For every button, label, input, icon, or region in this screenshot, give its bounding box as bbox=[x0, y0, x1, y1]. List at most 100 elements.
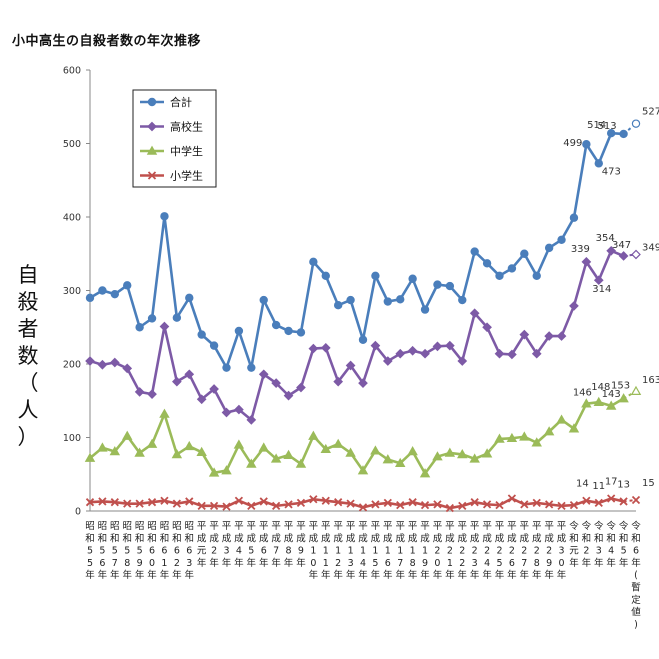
y-tick-label: 0 bbox=[75, 507, 81, 518]
data-point bbox=[358, 335, 368, 344]
x-tick-label: 平成 2 0 年 bbox=[433, 521, 443, 581]
data-point bbox=[109, 357, 120, 368]
data-label: 13 bbox=[617, 479, 630, 490]
legend-marker bbox=[147, 97, 157, 107]
x-tick-label: 昭和 6 1 年 bbox=[160, 521, 170, 581]
data-point bbox=[159, 321, 170, 332]
data-point bbox=[556, 331, 567, 341]
data-point bbox=[396, 295, 405, 304]
data-point bbox=[458, 295, 467, 305]
data-point bbox=[84, 452, 96, 462]
data-point bbox=[543, 426, 555, 436]
data-point bbox=[470, 498, 479, 507]
data-point bbox=[123, 281, 132, 290]
data-label: 514 bbox=[587, 120, 606, 131]
data-point bbox=[482, 259, 492, 268]
data-point bbox=[556, 414, 567, 424]
data-point bbox=[520, 249, 529, 258]
data-point bbox=[482, 322, 492, 333]
data-point bbox=[134, 447, 145, 457]
data-point bbox=[110, 498, 119, 507]
data-point bbox=[382, 454, 394, 464]
data-point bbox=[146, 438, 158, 448]
data-point bbox=[630, 385, 642, 395]
data-point bbox=[196, 394, 207, 405]
data-point bbox=[382, 356, 393, 366]
data-point bbox=[482, 500, 492, 509]
data-point bbox=[246, 415, 257, 425]
data-point bbox=[357, 465, 369, 475]
data-point bbox=[159, 408, 170, 418]
data-point bbox=[407, 446, 418, 456]
data-point bbox=[396, 500, 405, 510]
data-label: 499 bbox=[563, 138, 582, 149]
x-tick-label: 昭和 5 5 年 bbox=[85, 521, 95, 581]
x-tick-label: 平成 2 5 年 bbox=[495, 521, 505, 581]
data-point bbox=[470, 247, 479, 256]
data-point bbox=[234, 496, 244, 505]
data-point bbox=[346, 499, 355, 508]
data-point bbox=[185, 293, 194, 303]
data-point bbox=[593, 396, 605, 407]
data-point bbox=[519, 431, 530, 441]
data-point bbox=[507, 494, 517, 503]
data-label: 314 bbox=[592, 284, 611, 295]
data-point bbox=[97, 359, 108, 370]
data-point bbox=[507, 264, 517, 273]
x-tick-label: 平成 1 8 年 bbox=[408, 521, 418, 581]
data-point bbox=[631, 495, 641, 505]
x-tick-label: 平成 6 年 bbox=[259, 521, 269, 569]
data-point bbox=[184, 440, 195, 451]
y-tick-label: 100 bbox=[63, 433, 81, 444]
data-label: 354 bbox=[596, 233, 615, 244]
data-point bbox=[160, 496, 169, 505]
data-label: 143 bbox=[602, 389, 621, 400]
x-tick-label: 平成 3 年 bbox=[222, 521, 232, 569]
data-point bbox=[221, 407, 232, 418]
data-point bbox=[582, 140, 591, 149]
data-point bbox=[308, 343, 319, 354]
x-tick-label: 平成 1 0 年 bbox=[309, 521, 319, 581]
data-point bbox=[258, 442, 269, 452]
legend-label: 中学生 bbox=[170, 144, 203, 158]
y-axis-label-char: 人 bbox=[17, 398, 39, 422]
data-label: 17 bbox=[605, 477, 618, 488]
data-point bbox=[494, 433, 505, 443]
data-point bbox=[309, 495, 318, 504]
data-label: 473 bbox=[602, 166, 621, 177]
data-point bbox=[271, 378, 281, 388]
data-point bbox=[332, 438, 344, 448]
legend-marker bbox=[147, 171, 157, 180]
data-point bbox=[433, 500, 442, 509]
data-point bbox=[582, 496, 591, 505]
x-tick-label: 平成 2 4 年 bbox=[482, 521, 492, 581]
data-point bbox=[259, 295, 268, 305]
data-point bbox=[270, 453, 282, 463]
data-label: 527 bbox=[642, 107, 659, 118]
data-point bbox=[568, 423, 580, 433]
data-point bbox=[85, 498, 95, 507]
x-tick-label: 平成 1 2 年 bbox=[333, 521, 343, 581]
x-tick-label: 平成 2 8 年 bbox=[532, 521, 542, 581]
data-point bbox=[284, 500, 293, 509]
data-point bbox=[296, 328, 306, 337]
data-point bbox=[247, 501, 256, 510]
data-point bbox=[258, 369, 269, 380]
x-tick-label: 平成元年 bbox=[197, 521, 207, 569]
x-tick-label: 昭和 6 2 年 bbox=[172, 521, 182, 581]
data-point bbox=[507, 349, 517, 360]
x-tick-label: 平成 1 7 年 bbox=[395, 521, 405, 581]
data-point bbox=[334, 498, 343, 507]
data-point bbox=[259, 497, 268, 506]
x-tick-label: 平成 5 年 bbox=[247, 521, 257, 569]
chart-title: 小中高生の自殺者数の年次推移 bbox=[12, 34, 202, 49]
data-point bbox=[631, 119, 641, 128]
x-tick-label: 平成 2 3 年 bbox=[470, 521, 480, 581]
data-point bbox=[532, 271, 541, 280]
data-point bbox=[581, 398, 592, 408]
x-tick-label: 平成 1 6 年 bbox=[383, 521, 393, 581]
data-point bbox=[395, 348, 406, 359]
data-point bbox=[296, 498, 306, 508]
data-point bbox=[445, 340, 455, 351]
data-point bbox=[557, 501, 566, 510]
